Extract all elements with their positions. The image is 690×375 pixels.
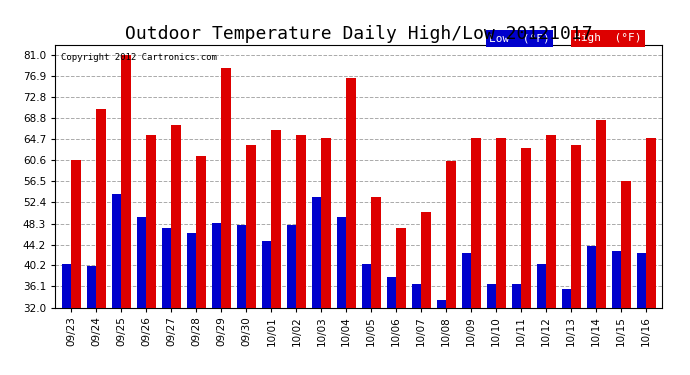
Bar	[546, 135, 555, 308]
Bar	[486, 284, 496, 308]
Bar	[87, 266, 97, 308]
Bar	[112, 194, 121, 308]
Bar	[387, 277, 396, 308]
Bar	[562, 290, 571, 308]
Bar	[362, 264, 371, 308]
Bar	[512, 284, 521, 308]
Bar	[296, 135, 306, 308]
Bar	[312, 197, 322, 308]
Bar	[197, 156, 206, 308]
Bar	[621, 182, 631, 308]
Bar	[237, 225, 246, 308]
Bar	[437, 300, 446, 307]
Bar	[346, 78, 356, 308]
Bar	[322, 138, 331, 308]
Bar	[121, 55, 131, 308]
Bar	[521, 148, 531, 308]
Bar	[446, 161, 456, 308]
Bar	[97, 110, 106, 308]
Bar	[337, 217, 346, 308]
Bar	[187, 233, 197, 308]
Bar	[646, 138, 656, 308]
Bar	[162, 228, 171, 308]
Bar	[611, 251, 621, 308]
Bar	[221, 68, 231, 308]
Bar	[586, 246, 596, 308]
Bar	[596, 120, 606, 308]
Bar	[412, 284, 422, 308]
Bar	[137, 217, 146, 308]
Bar	[262, 241, 271, 308]
Bar	[287, 225, 296, 308]
Bar	[212, 223, 221, 308]
Bar	[496, 138, 506, 308]
Bar	[637, 254, 646, 308]
Bar	[146, 135, 156, 308]
Bar	[271, 130, 281, 308]
Text: Low  (°F): Low (°F)	[489, 33, 550, 44]
Bar	[371, 197, 381, 308]
Bar	[422, 212, 431, 308]
Text: Copyright 2012 Cartronics.com: Copyright 2012 Cartronics.com	[61, 53, 217, 62]
Title: Outdoor Temperature Daily High/Low 20121017: Outdoor Temperature Daily High/Low 20121…	[125, 26, 593, 44]
Bar	[471, 138, 481, 308]
Text: High  (°F): High (°F)	[574, 33, 642, 44]
Bar	[246, 146, 256, 308]
Bar	[571, 146, 581, 308]
Bar	[462, 254, 471, 308]
Bar	[396, 228, 406, 308]
Bar	[72, 160, 81, 308]
Bar	[171, 125, 181, 308]
Bar	[537, 264, 546, 308]
Bar	[62, 264, 72, 308]
